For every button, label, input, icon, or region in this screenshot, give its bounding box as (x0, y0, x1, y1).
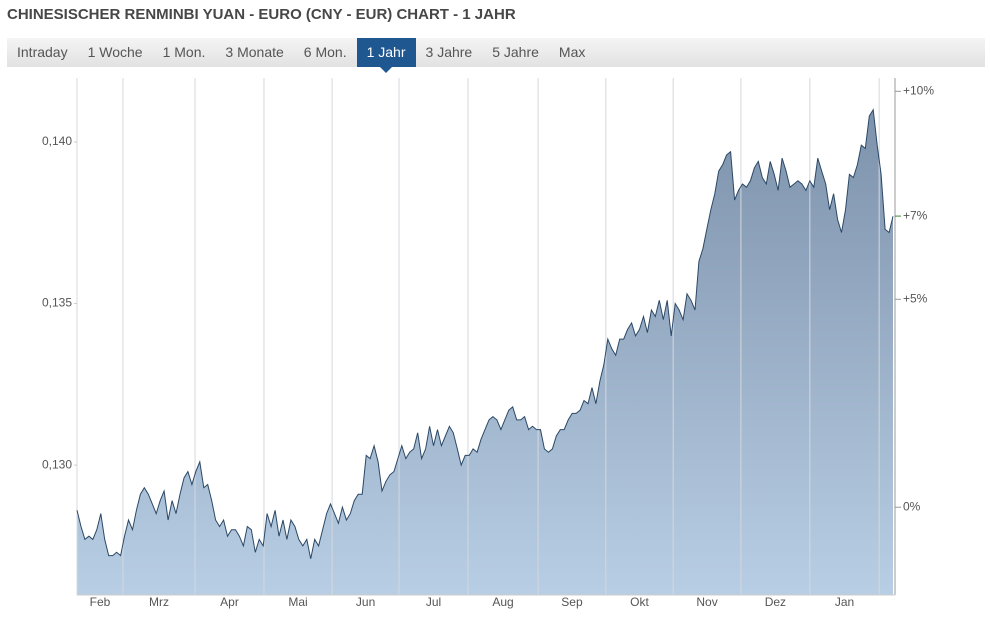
line (76, 108, 894, 559)
y2-tick-label: +5% (903, 291, 928, 305)
tab[interactable]: Intraday (17, 44, 68, 60)
y2-tick-label: +10% (903, 83, 934, 97)
x-tick-label: Apr (220, 595, 239, 609)
x-tick-label: Okt (630, 595, 649, 609)
x-tick-label: Aug (492, 595, 513, 609)
y-tick-label: 0,135 (42, 296, 72, 310)
tab[interactable]: Max (558, 44, 586, 60)
y-tick-label: 0,140 (42, 134, 72, 148)
tab-bar: Intraday 1 Woche 1 Mon. 3 Monate 6 Mon. 1 Jah… (7, 38, 985, 73)
tab[interactable]: 1 Woche (87, 44, 143, 60)
tab[interactable]: 3 Jahre (425, 44, 473, 60)
tab[interactable]: 1 Mon. (162, 44, 206, 60)
tab[interactable]: 1 Jahr (356, 38, 416, 73)
x-tick-label: Mai (288, 595, 307, 609)
y2-tick-label: 0% (903, 499, 921, 513)
tab[interactable]: 3 Monate (225, 44, 284, 60)
x-tick-label: Dez (765, 595, 786, 609)
last-value-label: +7% (903, 208, 928, 222)
x-tick-label: Sep (561, 595, 583, 609)
x-tick-label: Nov (696, 595, 717, 609)
x-tick-label: Jun (356, 595, 375, 609)
x-tick-label: Jul (426, 595, 441, 609)
x-tick-label: Feb (90, 595, 111, 609)
y-tick-label: 0,130 (42, 457, 72, 471)
tab[interactable]: 6 Mon. (303, 44, 347, 60)
chart-title: CHINESISCHER RENMINBI YUAN - EURO (CNY -… (7, 6, 516, 23)
tab[interactable]: 5 Jahre (492, 44, 539, 60)
x-tick-label: Mrz (149, 595, 169, 609)
area (77, 109, 894, 595)
x-tick-label: Jan (835, 595, 854, 609)
